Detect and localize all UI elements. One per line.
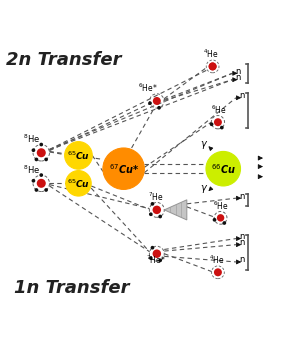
Text: $^4$He: $^4$He [203,48,219,61]
Circle shape [209,62,217,70]
Circle shape [35,188,38,192]
Text: $^6$He*: $^6$He* [139,82,158,94]
Circle shape [37,148,46,157]
Circle shape [32,148,35,152]
Circle shape [44,188,48,192]
Text: n: n [239,256,245,265]
Text: $^{66}$Cu: $^{66}$Cu [211,162,236,176]
Text: $^{67}$Cu*: $^{67}$Cu* [109,162,139,176]
Circle shape [149,256,153,260]
Circle shape [158,215,162,218]
Circle shape [65,142,92,169]
Text: n: n [239,192,245,201]
Text: $^{65}$Cu: $^{65}$Cu [67,177,90,189]
Text: $^7$He*: $^7$He* [146,253,165,266]
Circle shape [214,118,222,126]
Circle shape [103,148,144,189]
Circle shape [32,179,35,183]
Circle shape [153,250,161,258]
Polygon shape [164,200,187,220]
Circle shape [213,218,216,222]
Circle shape [35,158,38,161]
Circle shape [209,62,217,70]
Circle shape [39,173,43,177]
Circle shape [66,171,91,196]
Text: $^8$He: $^8$He [23,133,40,145]
Text: 2n Transfer: 2n Transfer [6,51,122,69]
Text: $^6$He: $^6$He [211,103,226,116]
Circle shape [220,126,224,130]
Text: 1n Transfer: 1n Transfer [14,279,130,297]
Circle shape [217,214,224,221]
Circle shape [37,179,46,188]
Circle shape [153,206,161,214]
Text: n: n [239,91,245,100]
Circle shape [158,258,162,262]
Circle shape [157,106,161,110]
Circle shape [151,246,154,250]
Circle shape [151,202,154,206]
Circle shape [222,221,226,225]
Text: $\gamma$: $\gamma$ [200,183,208,195]
Circle shape [148,101,152,105]
Text: $^6$He: $^6$He [213,199,229,212]
Text: $^{65}$Cu: $^{65}$Cu [67,149,90,162]
Circle shape [210,122,214,126]
Circle shape [206,151,241,186]
Circle shape [149,213,153,216]
Text: $^4$He: $^4$He [209,254,225,266]
Text: $^7$He: $^7$He [148,190,163,203]
Text: n: n [235,67,241,76]
Text: n: n [239,232,245,241]
Circle shape [214,268,222,276]
Text: n: n [239,238,245,247]
Text: $\gamma$: $\gamma$ [200,139,208,151]
Circle shape [44,158,48,161]
Circle shape [39,143,43,146]
Text: n: n [235,73,241,82]
Text: $^8$He: $^8$He [23,163,40,176]
Circle shape [153,97,161,105]
